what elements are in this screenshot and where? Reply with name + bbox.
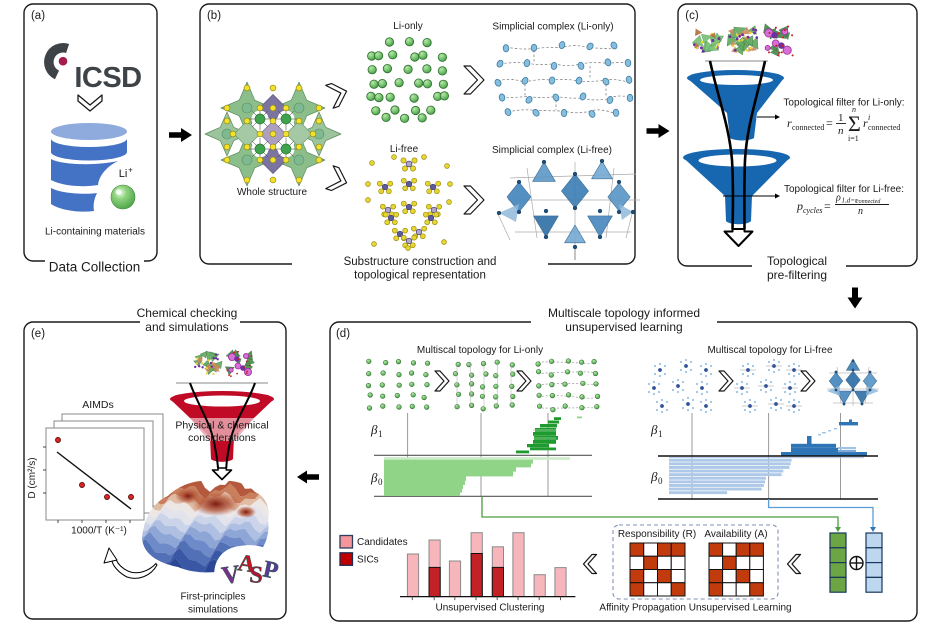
svg-text:Unsupervised Clustering: Unsupervised Clustering: [436, 603, 545, 614]
svg-text:Affinity Propagation Unsupervi: Affinity Propagation Unsupervised Learni…: [599, 603, 791, 614]
svg-text:(e): (e): [31, 328, 45, 340]
svg-text:Topological filter for Li-only: Topological filter for Li-only:: [783, 98, 904, 109]
svg-text:Li-only: Li-only: [393, 21, 422, 32]
svg-text:Responsibility (R): Responsibility (R): [618, 529, 696, 540]
svg-text:0: 0: [378, 477, 383, 487]
svg-text:Multiscale topology informed: Multiscale topology informed: [548, 306, 700, 320]
svg-text:i: i: [868, 113, 870, 122]
svg-text:i=1: i=1: [848, 134, 859, 143]
svg-text:considerations: considerations: [188, 432, 256, 444]
svg-text:A: A: [236, 550, 257, 578]
svg-text:topological representation: topological representation: [354, 270, 486, 282]
svg-text:Li-containing materials: Li-containing materials: [45, 227, 145, 238]
svg-text:1000/T (K⁻¹): 1000/T (K⁻¹): [71, 526, 127, 537]
svg-text:SICs: SICs: [357, 555, 379, 566]
svg-text:n: n: [852, 105, 856, 114]
svg-text:Whole structure: Whole structure: [237, 187, 307, 198]
svg-text:V: V: [220, 561, 242, 590]
svg-text:β: β: [650, 422, 658, 437]
svg-text:Simplicial complex (Li-only): Simplicial complex (Li-only): [492, 22, 613, 33]
svg-text:1,d=r: 1,d=r: [842, 197, 858, 205]
svg-text:ICSD: ICSD: [74, 62, 141, 94]
svg-text:=: =: [824, 199, 831, 213]
svg-text:S: S: [249, 562, 264, 589]
svg-text:pre-filtering: pre-filtering: [767, 268, 827, 282]
svg-text:AIMDs: AIMDs: [82, 399, 114, 411]
svg-text:Li: Li: [119, 168, 128, 180]
svg-text:Simplicial complex (Li-free): Simplicial complex (Li-free): [492, 145, 612, 156]
svg-text:β: β: [370, 470, 378, 485]
svg-text:Topological: Topological: [767, 254, 827, 268]
svg-text:cycles: cycles: [803, 206, 823, 215]
svg-text:(d): (d): [336, 328, 350, 340]
svg-text:0: 0: [658, 476, 663, 486]
svg-text:(c): (c): [685, 10, 699, 22]
svg-text:+: +: [128, 166, 133, 175]
svg-text:n: n: [838, 125, 844, 137]
svg-text:Multiscal topology for Li-only: Multiscal topology for Li-only: [417, 345, 543, 356]
svg-text:p: p: [796, 199, 803, 213]
svg-text:Physical & chemical: Physical & chemical: [175, 420, 268, 432]
svg-text:=: =: [826, 116, 833, 130]
svg-text:simulations: simulations: [188, 605, 238, 616]
svg-text:unsupervised learning: unsupervised learning: [565, 320, 682, 334]
svg-text:r: r: [787, 116, 792, 130]
svg-text:1: 1: [378, 429, 383, 439]
svg-text:connected: connected: [792, 123, 824, 132]
svg-text:P: P: [261, 556, 281, 584]
svg-text:1: 1: [838, 112, 844, 124]
svg-text:n: n: [858, 206, 863, 217]
svg-text:Substructure construction and: Substructure construction and: [344, 256, 497, 268]
svg-text:Chemical checking: Chemical checking: [137, 306, 238, 320]
svg-text:connected: connected: [868, 123, 900, 132]
svg-text:r: r: [863, 116, 868, 130]
svg-text:1: 1: [658, 429, 663, 439]
svg-text:Candidates: Candidates: [357, 537, 408, 548]
svg-text:and simulations: and simulations: [145, 320, 228, 334]
svg-text:β: β: [650, 469, 658, 484]
svg-text:ρ: ρ: [835, 193, 841, 204]
svg-text:Multiscal topology for Li-free: Multiscal topology for Li-free: [707, 345, 832, 356]
svg-text:Li-free: Li-free: [390, 144, 419, 155]
svg-text:β: β: [370, 422, 378, 437]
svg-text:Data Collection: Data Collection: [49, 260, 141, 275]
svg-text:D (cm²/s): D (cm²/s): [27, 457, 38, 498]
svg-text:connected: connected: [856, 199, 881, 205]
svg-text:(a): (a): [31, 10, 45, 22]
svg-text:Availability (A): Availability (A): [704, 529, 767, 540]
svg-text:First-principles: First-principles: [180, 592, 245, 603]
svg-text:(b): (b): [207, 10, 221, 22]
svg-text:Σ: Σ: [848, 111, 861, 136]
svg-text:Topological filter for Li-free: Topological filter for Li-free:: [784, 184, 904, 195]
